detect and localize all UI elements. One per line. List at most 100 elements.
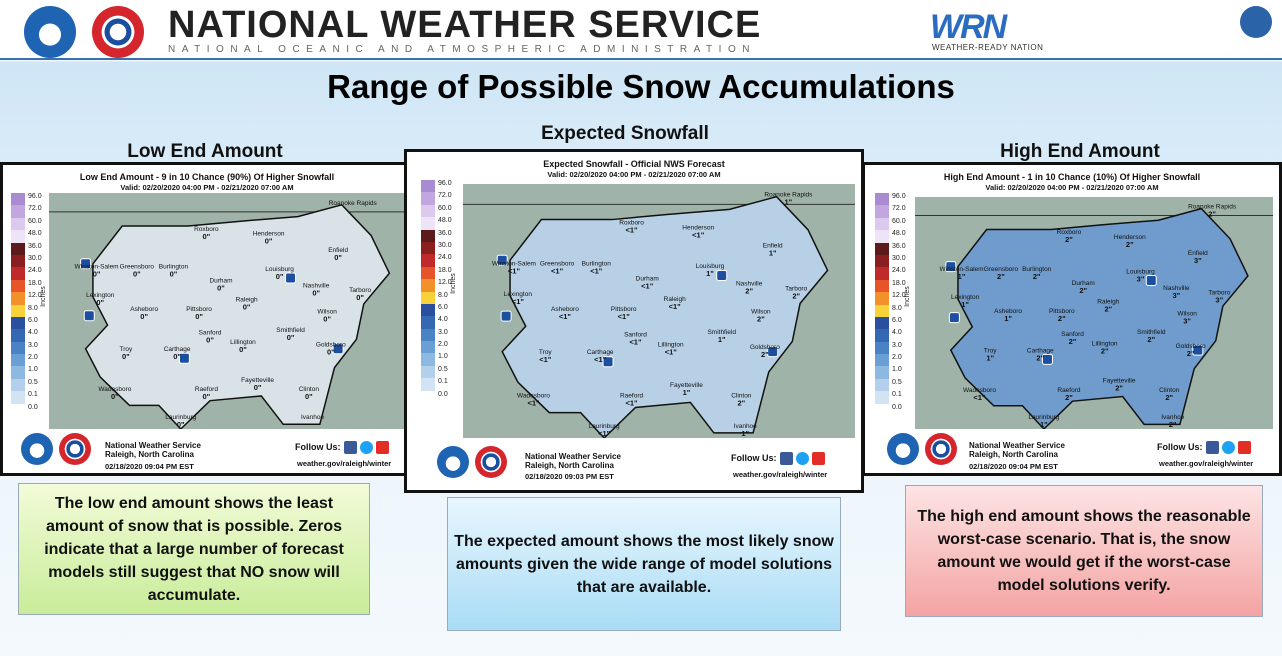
map-valid-time: Valid: 02/20/2020 04:00 PM - 02/21/2020 …: [985, 183, 1159, 192]
interstate-shield-icon: [602, 356, 614, 368]
city-snow-amount: 1": [1004, 314, 1012, 323]
city-snow-amount: 0": [254, 383, 262, 392]
office-line1: National Weather Service: [969, 441, 1065, 450]
twitter-icon[interactable]: [795, 452, 809, 465]
legend-label: 18.0: [438, 266, 452, 274]
city-name: Raeford: [195, 386, 219, 393]
snow-map: Roanoke Rapids 1" Roxboro <1" Henderson <1" Wi…: [463, 184, 855, 438]
interstate-shield-icon: [1041, 353, 1053, 365]
agency-subtitle: NATIONAL OCEANIC AND ATMOSPHERIC ADMINIS…: [168, 44, 756, 55]
city-name: Henderson: [1114, 234, 1146, 241]
city-snow-amount: 3": [1215, 295, 1223, 304]
city-snow-amount: 0": [356, 293, 364, 302]
city-name: Tarboro: [349, 287, 371, 294]
follow-label: Follow Us:: [295, 441, 341, 452]
follow-us: Follow Us:: [295, 441, 389, 454]
city-name: Sanford: [624, 331, 647, 338]
legend-label: 6.0: [438, 303, 448, 311]
city-name: Lillington: [230, 339, 256, 346]
youtube-icon[interactable]: [375, 441, 389, 454]
legend-swatch: 96.0: [11, 193, 42, 206]
map-title: High End Amount - 1 in 10 Chance (10%) O…: [943, 172, 1201, 182]
legend-swatch: 24.0: [11, 267, 42, 280]
city-name: Troy: [984, 347, 998, 354]
city-snow-amount: 0": [203, 232, 211, 241]
legend-swatch: 24.0: [421, 254, 452, 267]
legend-swatch: 30.0: [11, 254, 42, 268]
city-name: Clinton: [1159, 387, 1180, 394]
panel-label-low: Low End Amount: [127, 141, 283, 162]
city-snow-amount: 2": [1101, 346, 1109, 355]
city-snow-amount: <1": [508, 266, 521, 275]
legend-label: 48.0: [892, 230, 906, 238]
city-snow-amount: 3": [1172, 291, 1180, 300]
facebook-icon[interactable]: [779, 452, 793, 465]
city-name: Greensboro: [120, 264, 155, 271]
legend-label: 8.0: [892, 304, 902, 312]
city-snow-amount: <1": [539, 355, 552, 364]
interstate-shield-icon: [716, 269, 728, 281]
interstate-shield-icon: [945, 261, 957, 273]
city-snow-amount: 0": [111, 392, 119, 401]
city-name: Laurinburg: [165, 414, 196, 421]
city-snow-amount: 1": [683, 388, 691, 397]
twitter-icon[interactable]: [359, 441, 373, 454]
city-snow-amount: 2": [1147, 335, 1155, 344]
office-name: National Weather Service Raleigh, North C…: [525, 452, 621, 470]
forecast-area-shading: [949, 207, 1249, 429]
snow-legend: 96.0 72.0 60.0 48.0 36.0 30.0 24.0 18.0 12.0 8.0 6…: [421, 180, 457, 404]
snow-map: Roxboro 0" Henderson 0" Winston-Salem 0" Green…: [49, 193, 411, 429]
legend-label: 0.5: [28, 378, 38, 386]
city-name: Ivanhoe: [1161, 414, 1185, 421]
city-snow-amount: <1": [692, 231, 705, 240]
city-snow-amount: 2": [1065, 393, 1073, 402]
legend-label: 3.0: [892, 341, 902, 349]
city-snow-amount: 0": [170, 270, 178, 279]
city-snow-amount: 2": [1033, 272, 1041, 281]
facebook-icon[interactable]: [343, 441, 357, 454]
city-name: Carthage: [1027, 347, 1054, 354]
city-name: Goldsboro: [750, 344, 780, 351]
city-name: Wadesboro: [98, 386, 131, 393]
city-name: Sanford: [1061, 331, 1084, 338]
city-name: Roanoke Rapids: [1188, 204, 1237, 211]
youtube-icon[interactable]: [811, 452, 825, 465]
twitter-icon[interactable]: [1221, 441, 1235, 454]
legend-label: 4.0: [892, 329, 902, 337]
legend-label: 30.0: [438, 241, 452, 249]
legend-swatch: 2.0: [875, 354, 902, 367]
city-snow-amount: 2": [1065, 235, 1073, 244]
legend-swatch: 0.0: [875, 403, 902, 417]
city-name: Clinton: [299, 386, 320, 393]
city-snow-amount: <1": [641, 282, 654, 291]
legend-swatch: 8.0: [421, 291, 448, 304]
nws-logo: [475, 446, 507, 478]
legend-swatch: 60.0: [11, 217, 42, 231]
snow-map-panel-high: High End Amount - 1 in 10 Chance (10%) O…: [862, 162, 1282, 476]
city-name: Carthage: [587, 349, 614, 356]
legend-swatch: 3.0: [11, 341, 38, 355]
legend-swatch: 18.0: [11, 279, 42, 293]
description-low: The low end amount shows the least amoun…: [18, 483, 370, 615]
legend-label: 8.0: [28, 304, 38, 312]
city-snow-amount: 0": [173, 352, 181, 361]
city-name: Lexington: [504, 291, 533, 298]
city-name: Laurinburg: [589, 423, 620, 430]
legend-swatch: 3.0: [875, 341, 902, 355]
legend-label: 96.0: [28, 193, 42, 200]
legend-swatch: 18.0: [875, 279, 906, 293]
city-name: Tarboro: [785, 286, 807, 293]
city-snow-amount: 2": [757, 315, 765, 324]
legend-swatch: 12.0: [11, 292, 42, 305]
legend-swatch: 2.0: [421, 341, 448, 354]
wrn-tagline: WEATHER-READY NATION: [932, 43, 1044, 52]
legend-swatch: 1.0: [421, 353, 448, 366]
description-expected: The expected amount shows the most likel…: [447, 497, 841, 631]
city-name: Burlington: [582, 260, 612, 267]
facebook-icon[interactable]: [1205, 441, 1219, 454]
interstate-shield-icon: [1192, 344, 1204, 356]
office-line2: Raleigh, North Carolina: [525, 461, 614, 470]
youtube-icon[interactable]: [1237, 441, 1251, 454]
city-snow-amount: 0": [122, 352, 130, 361]
